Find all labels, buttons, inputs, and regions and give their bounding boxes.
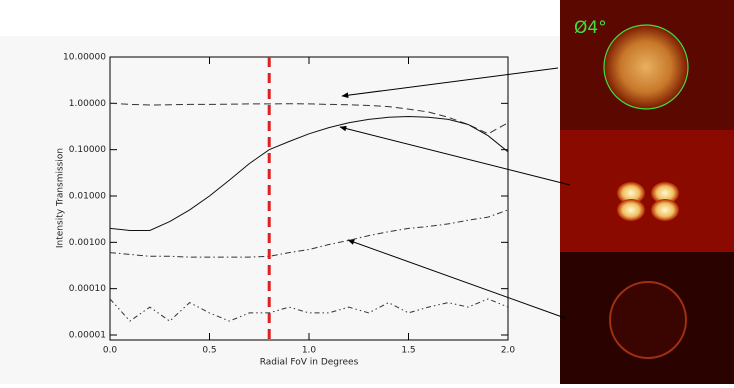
y-axis-label: Intensity Transmission [56,148,66,248]
y-tick-label: 0.00010 [69,284,106,294]
image-panel [560,130,734,252]
annotation: Ø4° [574,18,607,38]
image-lobe [617,199,645,221]
x-tick-label: 0.5 [202,346,216,356]
y-tick-label: 0.01000 [69,192,106,202]
y-tick-label: 0.10000 [69,145,106,155]
x-tick-label: 1.5 [401,346,415,356]
image-lobe [651,182,679,204]
y-tick-label: 0.00001 [69,331,106,341]
image-lobe [617,182,645,204]
y-tick-label: 0.00100 [69,238,106,248]
series-line [109,298,509,322]
x-tick-label: 0.0 [103,346,118,356]
x-tick-label: 2.0 [501,346,516,356]
image-ring [609,281,687,359]
x-tick-label: 1.0 [302,346,317,356]
arrow [339,125,571,186]
plot-background [0,36,560,384]
arrow [341,67,559,98]
arrow [347,239,566,319]
aperture-circle [603,24,689,110]
image-lobe [651,199,679,221]
y-tick-label: 10.00000 [63,53,106,63]
y-tick-label: 1.00000 [69,99,106,109]
x-axis-label: Radial FoV in Degrees [260,358,359,368]
series-line [109,102,509,135]
series-line [109,115,509,231]
image-spot [604,25,688,109]
